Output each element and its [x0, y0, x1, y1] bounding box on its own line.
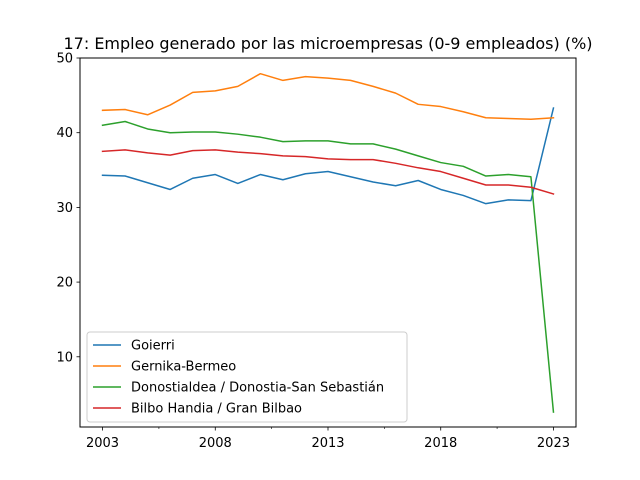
- y-axis: 10 20 30 40 50: [56, 52, 80, 365]
- legend-label-3: Donostialdea / Donostia-San Sebastián: [131, 381, 384, 396]
- x-tick-label: 2008: [199, 436, 232, 451]
- legend-label-4: Bilbo Handia / Gran Bilbao: [131, 402, 302, 417]
- x-tick-label: 2023: [537, 436, 570, 451]
- x-tick-label: 2003: [86, 436, 119, 451]
- y-tick-label: 50: [56, 52, 73, 67]
- legend-label-1: Goierri: [131, 339, 175, 354]
- y-tick-label: 10: [56, 350, 73, 365]
- y-tick-label: 20: [56, 276, 73, 291]
- legend-box: [86, 331, 408, 423]
- y-tick-label: 40: [56, 126, 73, 141]
- series-line-1: [101, 107, 555, 205]
- series-line-2: [101, 72, 555, 120]
- legend-label-2: Gernika-Bermeo: [131, 360, 236, 375]
- y-tick-label: 30: [56, 201, 73, 216]
- x-tick-label: 2013: [311, 436, 344, 451]
- x-tick-label: 2018: [424, 436, 457, 451]
- series-line-3: [101, 120, 555, 413]
- series-layer: [101, 72, 555, 413]
- chart-title: 17: Empleo generado por las microempresa…: [63, 34, 592, 53]
- x-axis: 2003 2008 2013 2018 2023: [86, 427, 570, 451]
- legend: Goierri Gernika-Bermeo Donostialdea / Dono…: [86, 331, 408, 423]
- series-line-4: [101, 149, 555, 195]
